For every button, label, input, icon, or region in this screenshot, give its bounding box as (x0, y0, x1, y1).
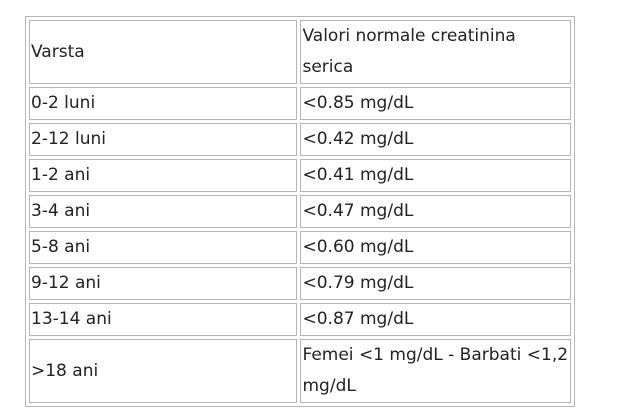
age-cell: 1-2 ani (29, 159, 298, 192)
age-cell: >18 ani (29, 339, 298, 403)
value-cell: <0.60 mg/dL (300, 231, 571, 264)
table-row: 2-12 luni <0.42 mg/dL (29, 123, 571, 156)
header-age-cell: Varsta (29, 20, 298, 84)
table-row: 1-2 ani <0.41 mg/dL (29, 159, 571, 192)
table-row: 9-12 ani <0.79 mg/dL (29, 267, 571, 300)
age-cell: 2-12 luni (29, 123, 298, 156)
age-cell: 0-2 luni (29, 87, 298, 120)
table-row: 13-14 ani <0.87 mg/dL (29, 303, 571, 336)
header-values-cell: Valori normale creatinina serica (300, 20, 571, 84)
table-row: 3-4 ani <0.47 mg/dL (29, 195, 571, 228)
value-cell: <0.79 mg/dL (300, 267, 571, 300)
value-cell: <0.85 mg/dL (300, 87, 571, 120)
value-cell: <0.87 mg/dL (300, 303, 571, 336)
age-cell: 13-14 ani (29, 303, 298, 336)
value-cell: <0.41 mg/dL (300, 159, 571, 192)
value-cell: <0.42 mg/dL (300, 123, 571, 156)
age-cell: 9-12 ani (29, 267, 298, 300)
age-cell: 3-4 ani (29, 195, 298, 228)
table-row: 5-8 ani <0.60 mg/dL (29, 231, 571, 264)
values-table: Varsta Valori normale creatinina serica … (25, 16, 575, 407)
table-row: >18 ani Femei <1 mg/dL - Barbati <1,2 mg… (29, 339, 571, 403)
value-cell: Femei <1 mg/dL - Barbati <1,2 mg/dL (300, 339, 571, 403)
age-cell: 5-8 ani (29, 231, 298, 264)
value-cell: <0.47 mg/dL (300, 195, 571, 228)
table-row: 0-2 luni <0.85 mg/dL (29, 87, 571, 120)
table-header-row: Varsta Valori normale creatinina serica (29, 20, 571, 84)
creatinine-reference-table: Varsta Valori normale creatinina serica … (25, 16, 575, 407)
